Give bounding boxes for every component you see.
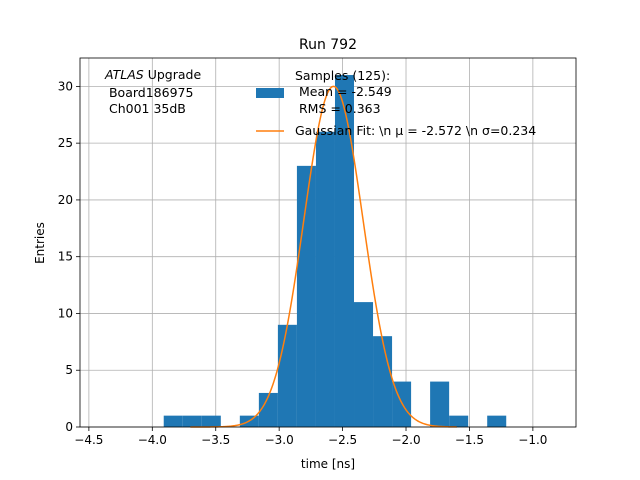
annotation-line-2: Board186975 xyxy=(105,85,193,100)
histogram-bar xyxy=(277,324,297,427)
legend-samples-line-2: Mean = -2.549 xyxy=(295,84,392,99)
annotation-atlas-word: ATLAS xyxy=(104,67,144,82)
x-tick-label: −1.5 xyxy=(455,433,484,447)
annotation-upgrade-word: Upgrade xyxy=(144,67,202,82)
y-tick-label: 25 xyxy=(58,136,73,150)
histogram-bar xyxy=(163,415,183,427)
y-tick-label: 30 xyxy=(58,79,73,93)
atlas-annotation: ATLAS Upgrade Board186975 Ch001 35dB xyxy=(104,67,201,116)
y-tick-label: 20 xyxy=(58,193,73,207)
legend: Samples (125): Mean = -2.549 RMS = 0.363… xyxy=(256,68,536,138)
histogram-bar xyxy=(354,302,374,427)
chart-title: Run 792 xyxy=(299,37,357,53)
y-tick-label: 15 xyxy=(58,250,73,264)
y-tick-label: 0 xyxy=(65,420,73,434)
annotation-line-3: Ch001 35dB xyxy=(105,101,186,116)
histogram-bar xyxy=(315,131,335,428)
y-tick-label: 5 xyxy=(65,363,73,377)
y-axis-ticks: 0 5 10 15 20 25 30 xyxy=(58,79,80,434)
legend-fit-label: Gaussian Fit: \n μ = -2.572 \n σ=0.234 xyxy=(295,123,536,138)
x-tick-label: −2.5 xyxy=(328,433,357,447)
x-tick-label: −3.5 xyxy=(201,433,230,447)
x-axis-label: time [ns] xyxy=(301,457,355,471)
x-tick-label: −2.0 xyxy=(391,433,420,447)
legend-samples-line-3: RMS = 0.363 xyxy=(295,101,381,116)
annotation-line-1: ATLAS Upgrade xyxy=(104,67,201,82)
x-tick-label: −1.0 xyxy=(518,433,547,447)
histogram-bar xyxy=(487,415,507,427)
gaussian-fit-curve xyxy=(190,85,457,428)
histogram-bar xyxy=(201,415,221,427)
legend-samples-line-1: Samples (125): xyxy=(295,68,390,83)
y-axis-label: Entries xyxy=(33,222,47,264)
histogram-bar xyxy=(182,415,202,427)
x-axis-ticks: −4.5 −4.0 −3.5 −3.0 −2.5 −2.0 −1.5 −1.0 xyxy=(74,427,547,447)
histogram-bar xyxy=(258,392,278,427)
x-tick-label: −4.0 xyxy=(138,433,167,447)
x-tick-label: −4.5 xyxy=(74,433,103,447)
histogram-bar xyxy=(430,381,450,427)
y-tick-label: 10 xyxy=(58,306,73,320)
histogram-bar xyxy=(334,75,355,428)
plot-frame xyxy=(79,57,577,428)
x-tick-label: −3.0 xyxy=(265,433,294,447)
legend-samples-swatch xyxy=(256,88,284,98)
histogram-bar xyxy=(373,336,393,427)
histogram-bar xyxy=(449,415,469,427)
